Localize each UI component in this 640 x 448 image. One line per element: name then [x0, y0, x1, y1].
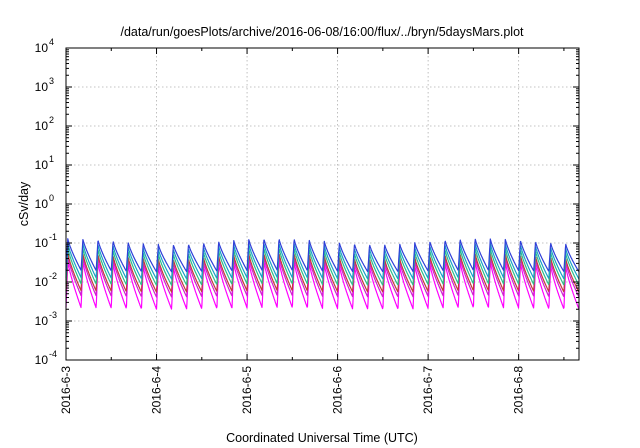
chart-title: /data/run/goesPlots/archive/2016-06-08/1… — [120, 25, 524, 39]
y-tick-exponent: 2 — [49, 115, 54, 125]
y-tick-label: 10 — [35, 314, 49, 328]
series-line-6 — [65, 260, 580, 310]
x-tick-label: 2016-6-7 — [421, 366, 435, 414]
x-tick-label: 2016-6-4 — [150, 366, 164, 414]
x-tick-label: 2016-6-6 — [331, 366, 345, 414]
y-tick-label: 10 — [35, 353, 49, 367]
series-line-4 — [65, 252, 580, 293]
x-tick-label: 2016-6-3 — [59, 366, 73, 414]
y-tick-exponent: -2 — [49, 271, 57, 281]
series-line-2 — [65, 242, 580, 280]
series-line-1 — [65, 238, 580, 273]
y-tick-label: 10 — [35, 158, 49, 172]
y-tick-label: 10 — [35, 119, 49, 133]
grid — [66, 48, 579, 360]
x-axis-label: Coordinated Universal Time (UTC) — [226, 431, 418, 445]
y-tick-label: 10 — [35, 197, 49, 211]
y-tick-label: 10 — [35, 41, 49, 55]
y-tick-exponent: 0 — [49, 193, 54, 203]
x-tick-label: 2016-6-8 — [512, 366, 526, 414]
y-tick-exponent: -3 — [49, 310, 57, 320]
x-tick-label: 2016-6-5 — [240, 366, 254, 414]
y-axis-label: cSv/day — [17, 181, 31, 226]
y-tick-exponent: -1 — [49, 232, 57, 242]
series-line-5 — [65, 256, 580, 298]
y-tick-exponent: 1 — [49, 154, 54, 164]
y-tick-exponent: 4 — [49, 37, 54, 47]
y-tick-exponent: 3 — [49, 76, 54, 86]
y-tick-label: 10 — [35, 236, 49, 250]
series-group — [65, 238, 580, 310]
series-line-3 — [65, 247, 580, 286]
y-tick-label: 10 — [35, 275, 49, 289]
y-tick-label: 10 — [35, 80, 49, 94]
x-axis: 2016-6-3 2016-6-4 2016-6-5 2016-6-6 2016-6-7… — [59, 48, 565, 414]
y-tick-exponent: -4 — [49, 349, 57, 359]
